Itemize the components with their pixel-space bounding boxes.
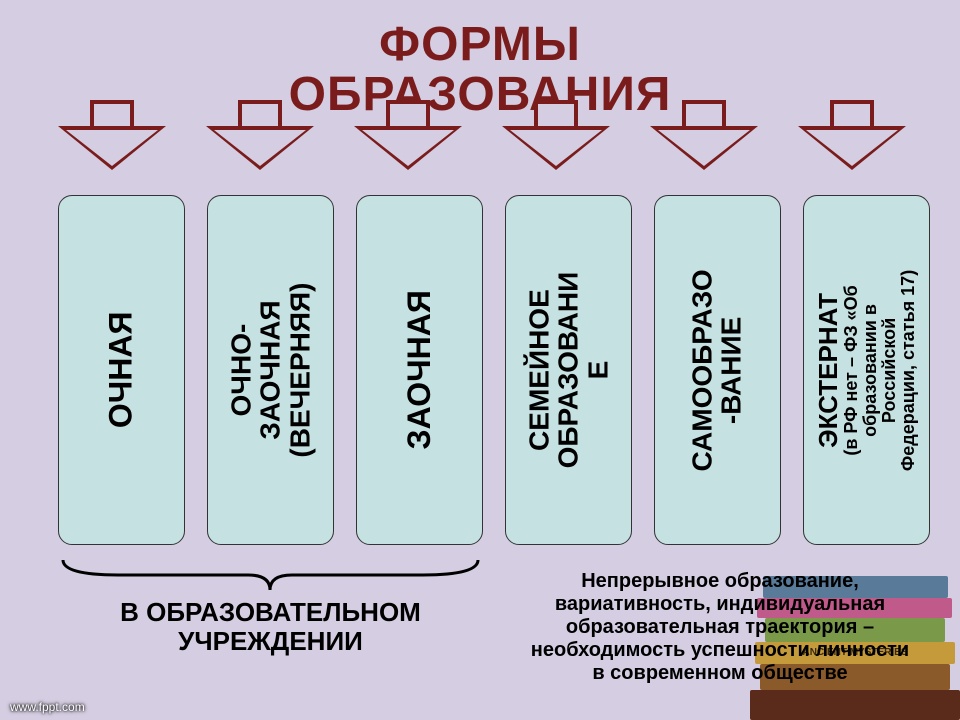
- box-label: ОЧНАЯ: [105, 312, 139, 429]
- down-arrow-icon: [502, 100, 610, 180]
- box-label: САМООБРАЗО-ВАНИЕ: [688, 269, 747, 471]
- box-label: ЭКСТЕРНАТ (в РФ нет – ФЗ «Обобразовании …: [815, 269, 918, 470]
- bottom-note: Непрерывное образование,вариативность, и…: [500, 570, 940, 685]
- box-label: СЕМЕЙНОЕОБРАЗОВАНИЕ: [524, 272, 612, 469]
- form-box-ochnaya: ОЧНАЯ: [58, 195, 185, 545]
- form-box-zaochnaya: ЗАОЧНАЯ: [356, 195, 483, 545]
- brace-label: В ОБРАЗОВАТЕЛЬНОМУЧРЕЖДЕНИИ: [58, 598, 483, 655]
- watermark: www.fppt.com: [10, 700, 85, 714]
- down-arrow-icon: [354, 100, 462, 180]
- down-arrow-icon: [650, 100, 758, 180]
- form-box-eksternat: ЭКСТЕРНАТ (в РФ нет – ФЗ «Обобразовании …: [803, 195, 930, 545]
- boxes-row: ОЧНАЯ ОЧНО-ЗАОЧНАЯ(ВЕЧЕРНЯЯ) ЗАОЧНАЯ СЕМ…: [58, 195, 930, 545]
- box-main-label: ЭКСТЕРНАТ: [813, 293, 843, 448]
- form-box-ochno-zaochnaya: ОЧНО-ЗАОЧНАЯ(ВЕЧЕРНЯЯ): [207, 195, 334, 545]
- form-box-semeynoe: СЕМЕЙНОЕОБРАЗОВАНИЕ: [505, 195, 632, 545]
- down-arrow-icon: [798, 100, 906, 180]
- curly-brace-icon: [58, 555, 483, 595]
- down-arrow-icon: [206, 100, 314, 180]
- down-arrow-icon: [58, 100, 166, 180]
- form-box-samoobrazovanie: САМООБРАЗО-ВАНИЕ: [654, 195, 781, 545]
- box-label: ОЧНО-ЗАОЧНАЯ(ВЕЧЕРНЯЯ): [226, 282, 314, 457]
- box-sub-label: (в РФ нет – ФЗ «Обобразовании вРоссийско…: [842, 269, 918, 470]
- box-label: ЗАОЧНАЯ: [403, 290, 437, 449]
- title-line1: ФОРМЫ: [379, 18, 581, 71]
- arrows-row: [58, 100, 906, 180]
